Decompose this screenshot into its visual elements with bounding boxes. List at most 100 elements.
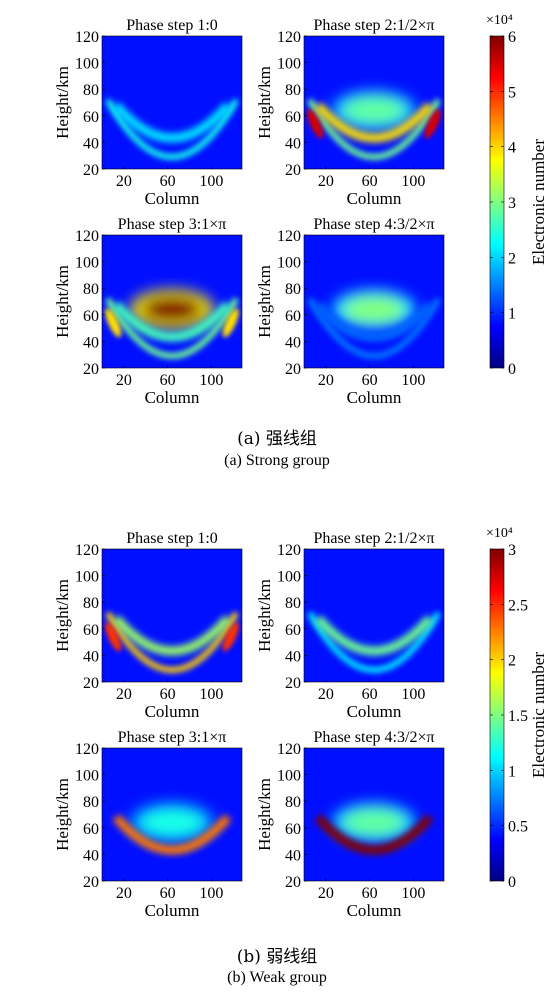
colorbar: 0 0.5 1 1.5 2 2.5 3×10⁴ Electronic number	[486, 526, 548, 891]
y-tick-label: 80	[285, 281, 301, 298]
outer-arc	[104, 611, 240, 673]
x-tick-label: 60	[362, 372, 378, 389]
y-tick-label: 60	[285, 308, 301, 325]
x-tick-label: 20	[318, 173, 334, 190]
inner-arc	[112, 301, 232, 342]
edge-hotspot	[424, 109, 441, 139]
y-tick-label: 100	[277, 569, 301, 586]
colorbar-tick-label: 0.5	[508, 819, 528, 836]
y-tick-label: 120	[277, 228, 301, 245]
colorbar-tick-label: 2	[508, 653, 516, 670]
plot-frame	[303, 35, 445, 170]
y-axis-label: Height/km	[53, 66, 72, 139]
x-tick-label: 20	[318, 372, 334, 389]
colorbar-tick-label: 0	[508, 361, 516, 378]
colorbar-multiplier: ×10⁴	[486, 13, 513, 28]
y-tick-label: 120	[75, 29, 99, 46]
y-tick-label: 40	[285, 847, 301, 864]
plot-frame	[303, 234, 445, 369]
y-tick-label: 20	[285, 162, 301, 179]
y-axis-label: Height/km	[255, 579, 274, 652]
y-tick-label: 100	[75, 255, 99, 272]
heatmap-background	[102, 549, 242, 682]
y-tick-label: 100	[277, 56, 301, 73]
y-axis-label: Height/km	[255, 778, 274, 851]
x-tick-label: 100	[199, 686, 223, 703]
y-tick-label: 20	[83, 361, 99, 378]
y-tick-label: 60	[83, 308, 99, 325]
y-tick-label: 60	[83, 821, 99, 838]
x-tick-label: 100	[401, 885, 425, 902]
colorbar-multiplier: ×10⁴	[486, 526, 513, 541]
colorbar-tick-label: 4	[508, 140, 516, 157]
plot-frame	[303, 548, 445, 683]
colorbar-tick-label: 0	[508, 874, 516, 891]
colorbar-label: Electronic number	[529, 139, 548, 265]
panel-title: Phase step 1:0	[126, 17, 218, 34]
caption-b-zh: (b) 弱线组	[236, 947, 318, 967]
y-tick-label: 80	[285, 82, 301, 99]
panel-title: Phase step 3:1×π	[118, 216, 227, 233]
y-tick-label: 100	[75, 56, 99, 73]
y-axis-label: Height/km	[53, 778, 72, 851]
x-tick-label: 100	[401, 372, 425, 389]
y-tick-label: 60	[285, 622, 301, 639]
y-tick-label: 80	[285, 595, 301, 612]
y-tick-label: 120	[277, 29, 301, 46]
colorbar-tick-label: 3	[508, 542, 516, 559]
y-tick-label: 120	[277, 542, 301, 559]
colorbar-tick-label: 1	[508, 306, 516, 323]
panel-title: Phase step 3:1×π	[118, 729, 227, 746]
outer-arc	[306, 98, 442, 160]
plot-frame	[101, 747, 243, 882]
colorbar-tick-label: 5	[508, 84, 516, 101]
y-tick-label: 80	[285, 794, 301, 811]
y-tick-label: 40	[285, 648, 301, 665]
x-axis-label: Column	[347, 901, 402, 920]
edge-hotspot	[105, 622, 122, 652]
colorbar-tick-label: 1	[508, 763, 516, 780]
y-tick-label: 20	[285, 675, 301, 692]
x-tick-label: 20	[116, 173, 132, 190]
y-tick-label: 20	[285, 361, 301, 378]
x-tick-label: 60	[160, 686, 176, 703]
x-tick-label: 20	[116, 372, 132, 389]
panel-title: Phase step 2:1/2×π	[313, 17, 434, 34]
y-tick-label: 80	[83, 82, 99, 99]
caption-a-en: (a) Strong group	[224, 452, 330, 469]
panel-title: Phase step 1:0	[126, 530, 218, 547]
y-tick-label: 100	[75, 569, 99, 586]
inner-arc	[314, 814, 434, 855]
outer-arc	[104, 297, 240, 359]
y-tick-label: 120	[277, 741, 301, 758]
x-axis-label: Column	[145, 189, 200, 208]
x-tick-label: 100	[199, 372, 223, 389]
edge-hotspot	[307, 109, 324, 139]
plot-frame	[101, 234, 243, 369]
panel-title: Phase step 4:3/2×π	[313, 216, 434, 233]
x-axis-label: Column	[347, 702, 402, 721]
colorbar-tick-label: 6	[508, 29, 516, 46]
panel-title: Phase step 2:1/2×π	[313, 530, 434, 547]
y-tick-label: 20	[83, 874, 99, 891]
inner-arc	[112, 102, 232, 143]
x-tick-label: 60	[160, 372, 176, 389]
y-tick-label: 20	[83, 162, 99, 179]
inner-arc	[112, 814, 232, 855]
y-tick-label: 80	[83, 281, 99, 298]
y-tick-label: 60	[83, 622, 99, 639]
x-tick-label: 20	[116, 686, 132, 703]
outer-arc	[104, 98, 240, 160]
y-tick-label: 120	[75, 228, 99, 245]
y-tick-label: 60	[83, 109, 99, 126]
outer-arc	[306, 611, 442, 673]
y-tick-label: 20	[83, 675, 99, 692]
edge-hotspot	[105, 308, 122, 338]
